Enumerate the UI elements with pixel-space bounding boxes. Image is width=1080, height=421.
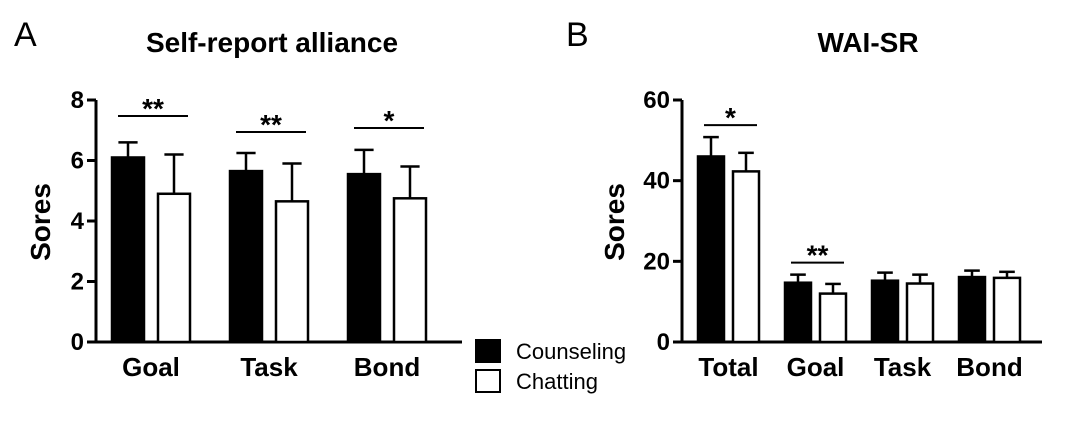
panel-b-bar-counseling-total xyxy=(696,155,726,344)
panel-b-ylabel: Sores xyxy=(599,183,630,261)
panel-b-xtick-label-bond: Bond xyxy=(956,352,1022,382)
panel-b-ytick-label: 60 xyxy=(643,87,670,114)
panel-b-bar-counseling-task xyxy=(870,279,900,344)
legend-swatch-chatting xyxy=(475,369,501,393)
panel-a-significance-label-goal: ** xyxy=(142,93,164,124)
panel-a-significance-label-bond: * xyxy=(384,105,395,136)
panel-a-bar-counseling-goal xyxy=(110,156,146,344)
panel-b-xtick-label-task: Task xyxy=(874,352,932,382)
panel-a-ylabel: Sores xyxy=(25,183,56,261)
legend-label-counseling: Counseling xyxy=(516,339,626,364)
panel-b-bar-counseling-bond xyxy=(957,275,987,344)
panel-a-ytick-label: 6 xyxy=(71,148,84,175)
panel-a-xtick-label-task: Task xyxy=(240,352,298,382)
legend-swatch-counseling xyxy=(475,339,501,363)
panel-b-xtick-label-goal: Goal xyxy=(787,352,845,382)
panel-a-bar-chatting-task xyxy=(274,200,310,344)
legend-label-chatting: Chatting xyxy=(516,369,598,394)
panel-b-significance-label-goal: ** xyxy=(807,240,829,271)
panel-b-xtick-label-total: Total xyxy=(698,352,758,382)
panel-b-bar-chatting-total xyxy=(731,170,761,344)
panel-b-bar-chatting-task xyxy=(905,282,935,344)
panel-a-ytick-label: 4 xyxy=(71,208,85,235)
panel-a-xtick-label-goal: Goal xyxy=(122,352,180,382)
panel-a-ytick-label: 8 xyxy=(71,87,84,114)
panel-a-ytick-label: 0 xyxy=(71,329,84,356)
panel-b-bar-chatting-bond xyxy=(992,276,1022,344)
panel-a-bar-chatting-goal xyxy=(156,192,192,344)
panel-a-title: Self-report alliance xyxy=(146,27,398,58)
panel-b-letter: B xyxy=(566,16,589,54)
panel-a-significance-label-task: ** xyxy=(260,109,282,140)
panel-b-bar-counseling-goal xyxy=(783,281,813,344)
plot-layer: 0 2 4 6 8 Goal ** Task ** Bond * 0 20 40 60 Total * Goal *… xyxy=(71,87,1042,382)
panel-a-bar-chatting-bond xyxy=(392,197,428,344)
panel-b-title: WAI-SR xyxy=(817,27,918,58)
panel-b-significance-label-total: * xyxy=(725,102,736,133)
panel-b-ytick-label: 40 xyxy=(643,168,670,195)
panel-b-ytick-label: 0 xyxy=(657,329,670,356)
panel-b-ytick-label: 20 xyxy=(643,248,670,275)
panel-a-letter: A xyxy=(14,16,37,54)
panel-a-xtick-label-bond: Bond xyxy=(354,352,420,382)
panel-b-bar-chatting-goal xyxy=(818,292,848,344)
panel-a-ytick-label: 2 xyxy=(71,269,84,296)
panel-a-bar-counseling-task xyxy=(228,169,264,344)
panel-a-bar-counseling-bond xyxy=(346,172,382,344)
